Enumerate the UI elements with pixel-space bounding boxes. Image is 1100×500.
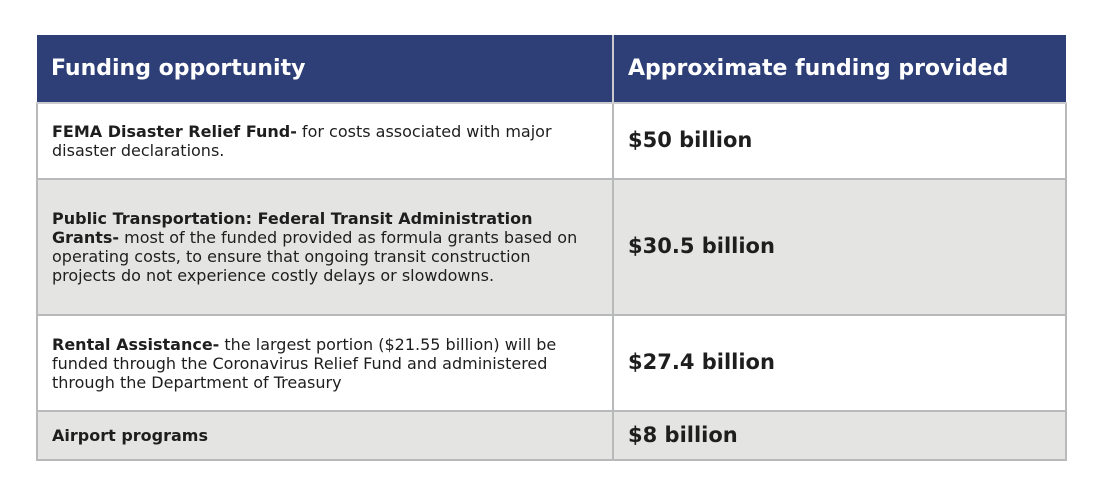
amount-cell: $30.5 billion <box>612 178 1067 316</box>
opportunity-title: Public Transportation: Federal Transit A… <box>52 209 533 247</box>
amount-cell: $27.4 billion <box>612 314 1067 412</box>
opportunity-cell: Rental Assistance- the largest portion (… <box>36 314 614 412</box>
header-funding-opportunity: Funding opportunity <box>37 35 614 104</box>
opportunity-title: Rental Assistance- <box>52 334 220 354</box>
funding-amount: $50 billion <box>628 128 753 152</box>
opportunity-cell: Public Transportation: Federal Transit A… <box>36 178 614 316</box>
opportunity-description: the largest portion ($21.55 billion) wil… <box>52 334 557 392</box>
amount-cell: $8 billion <box>612 410 1067 461</box>
table-row: Rental Assistance- the largest portion (… <box>36 314 1067 412</box>
opportunity-cell: Airport programs <box>36 410 614 461</box>
header-approximate-funding: Approximate funding provided <box>613 35 1066 104</box>
funding-amount: $27.4 billion <box>628 350 775 374</box>
opportunity-description: for costs associated with major disaster… <box>52 122 552 160</box>
funding-amount: $30.5 billion <box>628 234 775 258</box>
table-row: FEMA Disaster Relief Fund- for costs ass… <box>36 102 1067 180</box>
opportunity-cell: FEMA Disaster Relief Fund- for costs ass… <box>36 102 614 180</box>
opportunity-title: FEMA Disaster Relief Fund- <box>52 122 297 141</box>
opportunity-title: Airport programs <box>52 426 208 445</box>
amount-cell: $50 billion <box>612 102 1067 180</box>
funding-amount: $8 billion <box>628 422 738 447</box>
table-row: Public Transportation: Federal Transit A… <box>36 178 1067 316</box>
table-row: Airport programs $8 billion <box>36 410 1067 461</box>
funding-table-container: Funding opportunity Approximate funding … <box>36 35 1067 461</box>
table-header-row: Funding opportunity Approximate funding … <box>37 35 1066 104</box>
funding-table: Funding opportunity Approximate funding … <box>36 35 1067 461</box>
opportunity-description: most of the funded provided as formula g… <box>52 228 578 285</box>
